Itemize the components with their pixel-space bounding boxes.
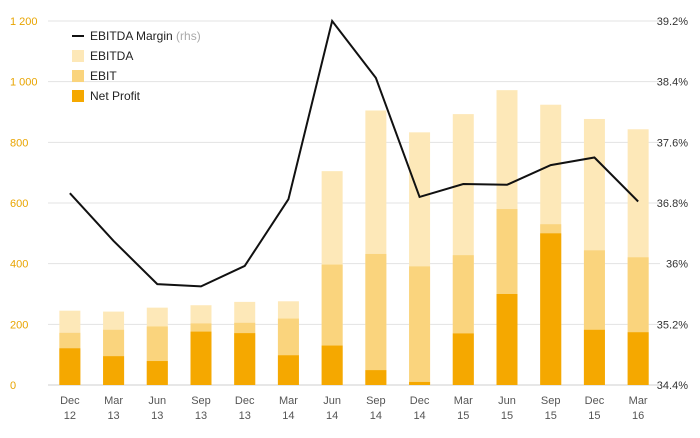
bar xyxy=(540,233,562,385)
x-tick-label: Mar 14 xyxy=(279,395,298,422)
x-tick-label: Dec 14 xyxy=(410,395,430,422)
legend-swatch xyxy=(72,90,84,102)
x-tick-label: Sep 13 xyxy=(191,395,211,422)
bar xyxy=(452,333,474,385)
x-tick-label: Jun 15 xyxy=(498,395,516,422)
x-tick-label: Jun 13 xyxy=(148,395,166,422)
x-tick-label: Mar 15 xyxy=(454,395,473,422)
legend-label: EBITDA xyxy=(90,49,133,63)
bar xyxy=(365,253,387,385)
x-tick-label: Jun 14 xyxy=(323,395,341,422)
y-right-tick-label: 39.2% xyxy=(657,16,688,28)
series-net-profit-bars xyxy=(59,233,649,385)
legend-label: Net Profit xyxy=(90,89,141,103)
legend-swatch xyxy=(72,70,84,82)
x-tick-label: Mar 13 xyxy=(104,395,123,422)
bar xyxy=(190,331,212,385)
x-tick-label: Sep 15 xyxy=(541,395,561,422)
x-tick-label: Mar 16 xyxy=(629,395,648,422)
x-tick-label: Dec 12 xyxy=(60,395,80,422)
y-right-tick-label: 36% xyxy=(666,259,688,271)
legend: EBITDA Margin (rhs) EBITDA EBIT Net Profit xyxy=(72,29,201,103)
y-right-tick-label: 34.4% xyxy=(657,380,688,392)
bar xyxy=(146,361,168,385)
x-tick-label: Sep 14 xyxy=(366,395,386,422)
legend-label: EBITDA Margin (rhs) xyxy=(90,29,201,43)
y-right-tick-label: 36.8% xyxy=(657,198,688,210)
y-left-tick-label: 0 xyxy=(10,380,16,392)
bar xyxy=(409,266,431,385)
y-left-tick-label: 1 000 xyxy=(10,77,38,89)
bar xyxy=(321,345,343,385)
y-right-tick-label: 35.2% xyxy=(657,319,688,331)
y-left-tick-label: 400 xyxy=(10,259,28,271)
gridlines xyxy=(48,20,660,386)
x-tick-label: Dec 13 xyxy=(235,395,255,422)
legend-label: EBIT xyxy=(90,69,117,83)
bar xyxy=(496,294,518,385)
bar xyxy=(365,370,387,385)
y-right-tick-label: 38.4% xyxy=(657,77,688,89)
y-left-tick-label: 800 xyxy=(10,137,28,149)
bar xyxy=(234,333,256,385)
bar xyxy=(583,329,605,385)
bar xyxy=(103,356,125,385)
bar xyxy=(627,332,649,385)
bar xyxy=(409,381,431,385)
series-ebitda-margin-line xyxy=(69,18,639,288)
y-right-tick-label: 37.6% xyxy=(657,137,688,149)
y-left-tick-label: 1 200 xyxy=(10,16,38,28)
y-left-tick-label: 200 xyxy=(10,319,28,331)
bar xyxy=(277,355,299,385)
x-tick-label: Dec 15 xyxy=(585,395,605,422)
legend-swatch xyxy=(72,50,84,62)
y-left-tick-label: 600 xyxy=(10,198,28,210)
bar xyxy=(59,348,81,385)
